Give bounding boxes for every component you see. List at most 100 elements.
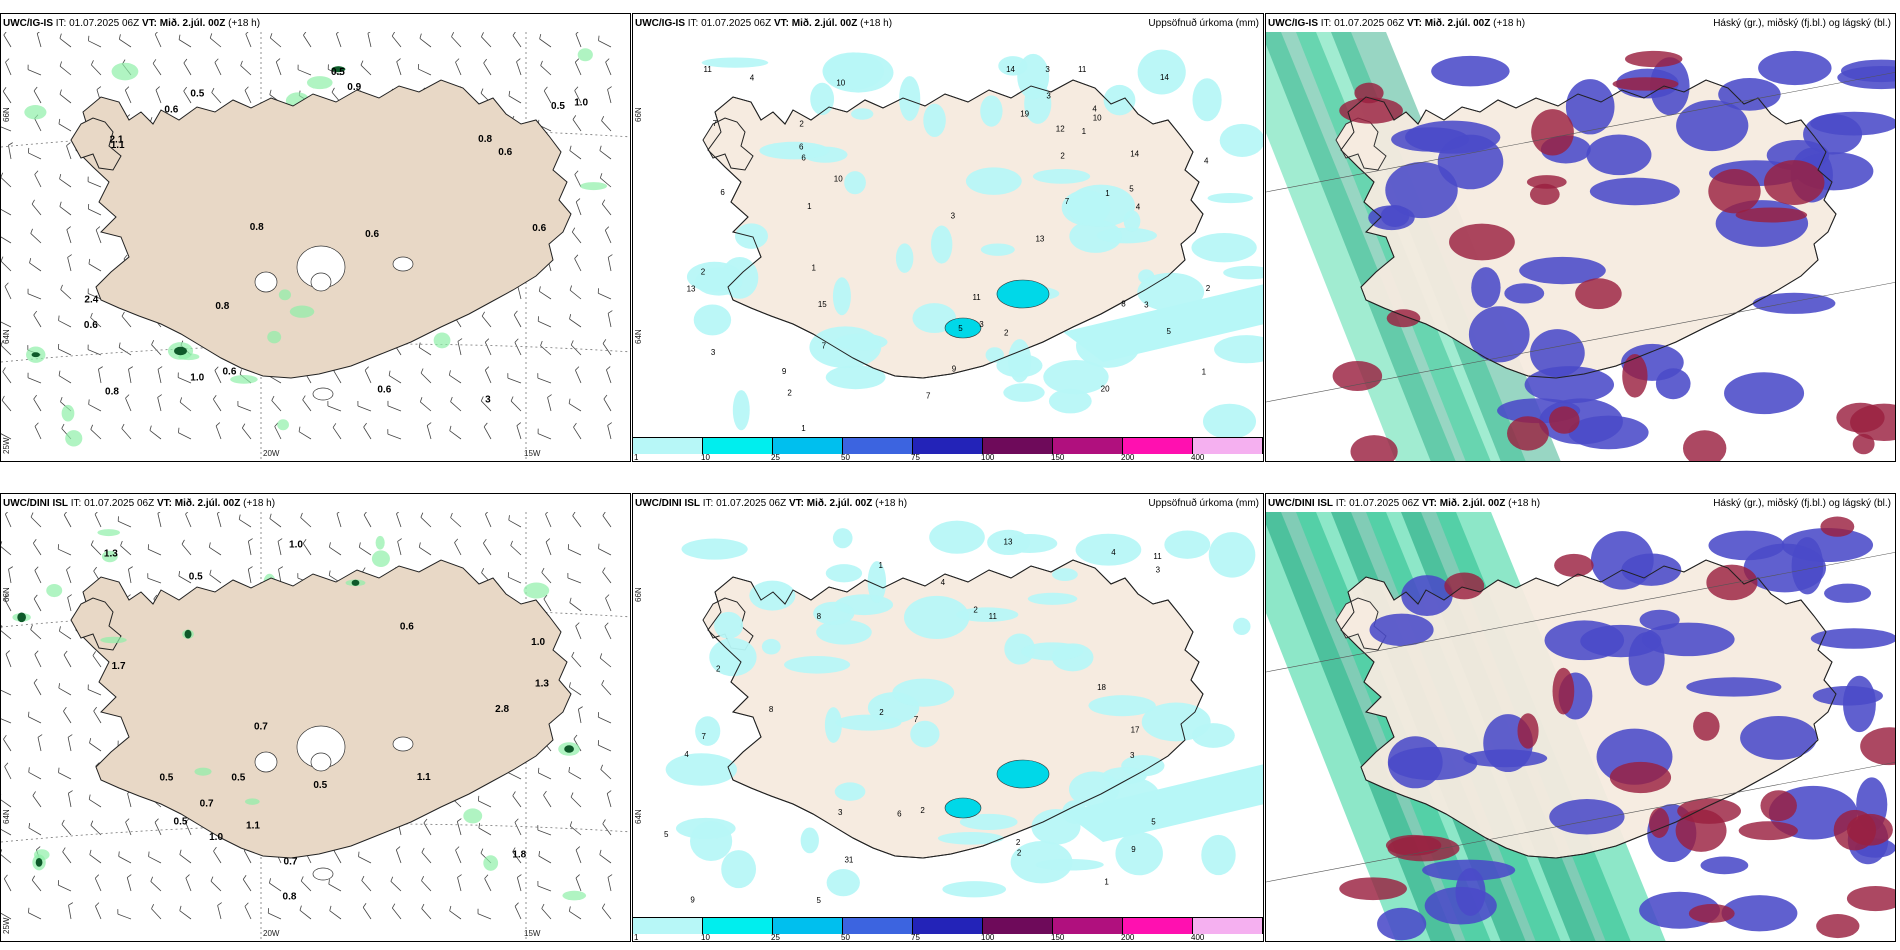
precip-area — [709, 637, 757, 677]
value-label: 1.8 — [512, 850, 526, 861]
legend-swatch — [1193, 918, 1263, 934]
value-label: 1 — [1202, 368, 1207, 377]
value-label: 2.8 — [495, 704, 509, 715]
init-time: IT: 01.07.2025 06Z — [1335, 498, 1420, 509]
value-label: 4 — [1204, 156, 1209, 165]
legend-label: 75 — [911, 933, 920, 942]
precip-area — [732, 390, 750, 431]
precip-area — [244, 798, 260, 805]
glacier — [254, 751, 278, 773]
precip-area — [923, 103, 946, 138]
precip-area — [695, 716, 721, 746]
iceland-landmass — [75, 559, 572, 859]
precip-area — [1032, 169, 1091, 184]
precip-area — [1214, 335, 1263, 364]
value-label: 2 — [1060, 152, 1065, 161]
panel-dini-clouds: UWC/DINI ISL IT: 01.07.2025 06Z VT: Mið.… — [1265, 493, 1896, 942]
value-label: 4 — [684, 750, 689, 759]
value-label: 5 — [1167, 327, 1172, 336]
map-canvas — [1266, 32, 1895, 461]
latitude-label: 66N — [2, 107, 11, 122]
value-label: 0.8 — [250, 222, 264, 233]
valid-time: Mið. 2.júl. 00Z — [1439, 498, 1506, 509]
precip-area — [101, 550, 118, 563]
coastline — [1340, 79, 1837, 379]
value-label: 0.6 — [498, 147, 512, 158]
value-label: 6 — [799, 142, 804, 151]
coastline — [707, 79, 1204, 379]
precip-area — [1003, 383, 1045, 402]
field-title: Uppsöfnuð úrkoma (mm) — [1148, 498, 1259, 509]
panel-igis-clouds: UWC/IG-IS IT: 01.07.2025 06Z VT: Mið. 2.… — [1265, 13, 1896, 462]
value-label: 2 — [1004, 328, 1009, 337]
precip-area — [375, 535, 385, 550]
precip-area — [930, 225, 953, 264]
legend-label: 10 — [701, 933, 710, 942]
lead-time: (+18 h) — [1493, 18, 1526, 29]
value-label: 8 — [769, 705, 774, 714]
value-label: 0.5 — [551, 101, 565, 112]
map-canvas: 0.5 0.5 0.5 0.7 0.5 1.0 1.0 1.1 0.6 0.7 0.5 1.8 1.3 0… — [1, 512, 630, 941]
valid-time: Mið. 2.júl. 00Z — [806, 498, 873, 509]
precip-area — [721, 850, 757, 889]
precip-area — [832, 528, 853, 549]
panel-igis-wind-precip: UWC/IG-IS IT: 01.07.2025 06Z VT: Mið. 2.… — [0, 13, 631, 462]
value-label: 9 — [952, 365, 957, 374]
value-label: 1.7 — [112, 661, 126, 672]
init-time: IT: 01.07.2025 06Z — [702, 498, 787, 509]
value-label: 1.0 — [190, 373, 204, 384]
model-name: UWC/DINI ISL — [3, 498, 68, 509]
legend-swatch — [773, 918, 843, 934]
westfjords — [70, 117, 122, 171]
glacier — [254, 271, 278, 293]
latitude-label: 64N — [2, 809, 11, 824]
value-label: 15 — [818, 300, 827, 309]
precip-area — [822, 52, 884, 90]
precip-area — [1207, 193, 1254, 204]
precip-core — [17, 612, 26, 623]
field-title: Uppsöfnuð úrkoma (mm) — [1148, 18, 1259, 29]
panel-title: UWC/DINI ISL IT: 01.07.2025 06Z VT: Mið.… — [1268, 498, 1540, 509]
longitude-label: 20W — [263, 929, 280, 938]
precip-area — [100, 636, 127, 644]
precip-area — [985, 347, 1004, 363]
precip-area — [695, 267, 743, 296]
precip-area — [825, 365, 886, 390]
value-label: 1 — [1105, 189, 1110, 198]
value-label: 2 — [1206, 284, 1211, 293]
legend-label: 25 — [771, 933, 780, 942]
lead-time: (+18 h) — [875, 498, 908, 509]
legend-label: 50 — [841, 933, 850, 942]
precip-area — [1208, 532, 1256, 578]
value-label: 7 — [702, 732, 707, 741]
precip-area — [759, 141, 830, 160]
panel-dini-wind-precip: UWC/DINI ISL IT: 01.07.2025 06Z VT: Mið.… — [0, 493, 631, 942]
low-cloud-areas — [1332, 50, 1895, 461]
legend-swatch — [983, 438, 1053, 454]
precip-area — [111, 62, 139, 81]
precip-area — [61, 404, 75, 422]
value-label: 3 — [1156, 565, 1161, 574]
panel-title: UWC/DINI ISL IT: 01.07.2025 06Z VT: Mið.… — [635, 498, 907, 509]
value-label: 12 — [1056, 125, 1065, 134]
legend-swatch — [633, 918, 703, 934]
value-label: 1 — [811, 263, 816, 272]
value-label: 13 — [1004, 538, 1013, 547]
value-label: 0.5 — [174, 817, 188, 828]
precip-area — [824, 707, 842, 743]
precip-area — [1066, 184, 1136, 227]
precip-area — [580, 182, 608, 191]
iceland-landmass — [75, 79, 572, 379]
precip-area — [1202, 403, 1257, 437]
value-label: 1 — [878, 561, 883, 570]
precip-core — [35, 858, 43, 867]
precip-area — [97, 529, 120, 537]
value-label: 31 — [844, 855, 853, 864]
value-label: 7 — [914, 715, 919, 724]
value-label: 7 — [926, 392, 931, 401]
glacier-precip — [996, 759, 1050, 789]
precip-area — [1141, 702, 1211, 742]
precip-area — [929, 520, 985, 554]
legend-label: 100 — [981, 933, 995, 942]
value-label: 4 — [750, 73, 755, 82]
